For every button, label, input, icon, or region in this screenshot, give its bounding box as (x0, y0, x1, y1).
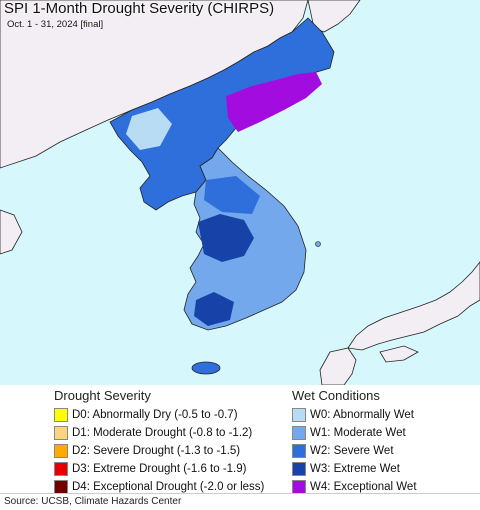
legend-label-w3: W3: Extreme Wet (310, 463, 400, 475)
w2-central-south-region (204, 176, 260, 214)
map-title: SPI 1-Month Drought Severity (CHIRPS) (4, 0, 275, 17)
legend-label-d4: D4: Exceptional Drought (-2.0 or less) (72, 481, 265, 493)
legend-item-d3: D3: Extreme Drought (-1.6 to -1.9) (54, 460, 264, 478)
legend-item-w4: W4: Exceptional Wet (292, 478, 417, 496)
drought-map (0, 0, 480, 385)
legend-item-d2: D2: Severe Drought (-1.3 to -1.5) (54, 442, 264, 460)
legend-label-w2: W2: Severe Wet (310, 445, 394, 457)
w4-northeast-region (226, 72, 322, 132)
japan-kyushu (319, 347, 357, 385)
w3-southwest-region (198, 214, 254, 262)
legend-label-d1: D1: Moderate Drought (-0.8 to -1.2) (72, 427, 253, 439)
source-credit: Source: UCSB, Climate Hazards Center (4, 496, 182, 507)
w3-south-coast-region (194, 292, 234, 326)
drought-severity-legend: Drought Severity D0: Abnormally Dry (-0.… (54, 388, 264, 496)
map-subtitle: Oct. 1 - 31, 2024 [final] (7, 19, 104, 30)
legend-item-d0: D0: Abnormally Dry (-0.5 to -0.7) (54, 406, 264, 424)
legend-label-d0: D0: Abnormally Dry (-0.5 to -0.7) (72, 409, 238, 421)
legend-item-w3: W3: Extreme Wet (292, 460, 417, 478)
footer: Source: UCSB, Climate Hazards Center (0, 493, 480, 510)
ulleung-island (315, 241, 321, 247)
jeju-island (191, 361, 221, 375)
legend-swatch-d3 (54, 462, 68, 476)
legend-item-d1: D1: Moderate Drought (-0.8 to -1.2) (54, 424, 264, 442)
w0-northwest-region (126, 108, 172, 150)
china-coast-south (0, 209, 23, 255)
legend-swatch-d4 (54, 480, 68, 494)
legend-item-w1: W1: Moderate Wet (292, 424, 417, 442)
legend-label-w0: W0: Abnormally Wet (310, 409, 414, 421)
legend-swatch-d0 (54, 408, 68, 422)
drought-legend-heading: Drought Severity (54, 388, 151, 403)
wet-conditions-legend: Wet Conditions W0: Abnormally Wet W1: Mo… (292, 388, 417, 496)
legend-label-d3: D3: Extreme Drought (-1.6 to -1.9) (72, 463, 247, 475)
legend-label-w1: W1: Moderate Wet (310, 427, 406, 439)
japan-shikoku (379, 345, 419, 363)
legend-swatch-w2 (292, 444, 306, 458)
legend-label-d2: D2: Severe Drought (-1.3 to -1.5) (72, 445, 241, 457)
legend-swatch-w4 (292, 480, 306, 494)
legend-swatch-w1 (292, 426, 306, 440)
legend-swatch-w0 (292, 408, 306, 422)
legend-label-w4: W4: Exceptional Wet (310, 481, 417, 493)
legend-swatch-d2 (54, 444, 68, 458)
legend-swatch-w3 (292, 462, 306, 476)
wet-legend-heading: Wet Conditions (292, 388, 380, 403)
legend-item-w2: W2: Severe Wet (292, 442, 417, 460)
legend-swatch-d1 (54, 426, 68, 440)
legend-item-w0: W0: Abnormally Wet (292, 406, 417, 424)
